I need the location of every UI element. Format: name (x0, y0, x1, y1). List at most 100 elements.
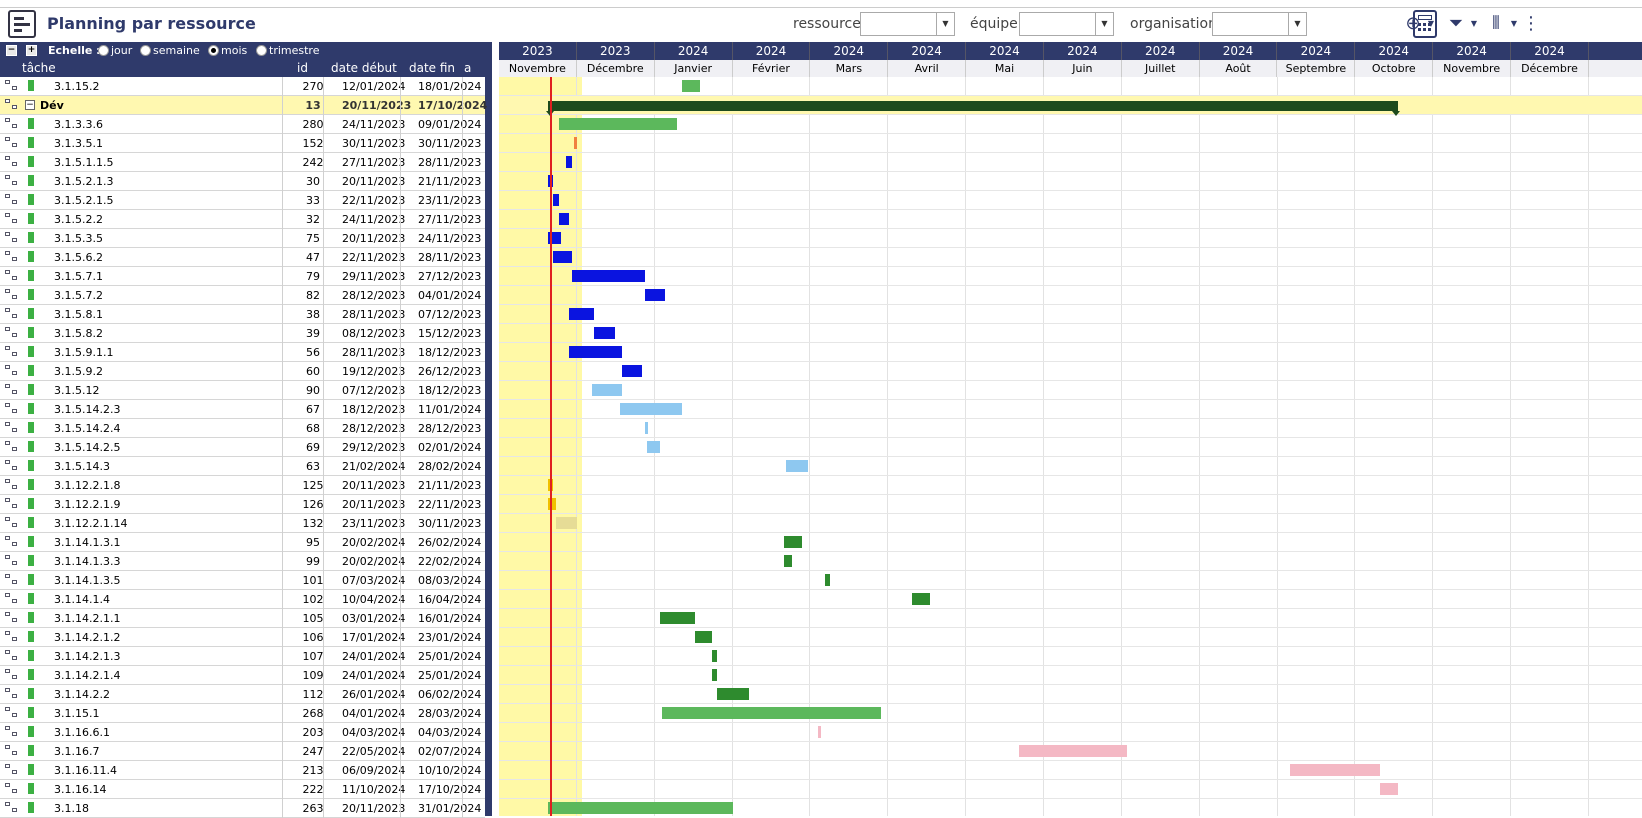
task-bar[interactable] (566, 156, 572, 168)
task-bar[interactable] (662, 707, 881, 719)
task-bar[interactable] (817, 726, 821, 738)
task-bar[interactable] (717, 688, 749, 700)
task-row[interactable]: 3.1.14.2.1.2 106 17/01/2024 23/01/2024 (0, 628, 485, 647)
task-bar[interactable] (825, 574, 831, 586)
equipe-select[interactable]: ▼ (1019, 12, 1114, 36)
task-bar[interactable] (591, 384, 623, 396)
task-bar[interactable] (644, 289, 665, 301)
col-header-id[interactable]: id (297, 61, 308, 75)
task-row[interactable]: 3.1.16.14 222 11/10/2024 17/10/2024 (0, 780, 485, 799)
ressource-select[interactable]: ▼ (860, 12, 955, 36)
task-bar[interactable] (553, 251, 572, 263)
task-row[interactable]: 3.1.14.1.3.5 101 07/03/2024 08/03/2024 (0, 571, 485, 590)
task-row[interactable]: 3.1.14.1.3.3 99 20/02/2024 22/02/2024 (0, 552, 485, 571)
task-bar[interactable] (571, 270, 645, 282)
task-row[interactable]: 3.1.16.7 247 22/05/2024 02/07/2024 (0, 742, 485, 761)
task-row[interactable]: 3.1.12.2.1.9 126 20/11/2023 22/11/2023 (0, 495, 485, 514)
task-bar[interactable] (1380, 783, 1399, 795)
chevron-down-icon[interactable]: ▼ (1288, 13, 1306, 35)
task-bar[interactable] (569, 346, 623, 358)
calculator-icon[interactable] (1413, 10, 1437, 38)
task-row[interactable]: 3.1.5.7.1 79 29/11/2023 27/12/2023 (0, 267, 485, 286)
task-row[interactable]: 3.1.5.14.2.5 69 29/12/2023 02/01/2024 (0, 438, 485, 457)
task-bar[interactable] (569, 308, 595, 320)
task-bar[interactable] (553, 194, 559, 206)
task-row[interactable]: 3.1.5.12 90 07/12/2023 18/12/2023 (0, 381, 485, 400)
task-bar[interactable] (644, 422, 648, 434)
task-row[interactable]: 3.1.5.9.2 60 19/12/2023 26/12/2023 (0, 362, 485, 381)
scale-radio-jour[interactable] (98, 45, 109, 56)
group-row[interactable]: − Dév 13 20/11/2023 17/10/2024 (0, 96, 487, 115)
more-vertical-icon[interactable]: ⋮ (1522, 13, 1540, 34)
task-row[interactable]: 3.1.5.14.2.3 67 18/12/2023 11/01/2024 (0, 400, 485, 419)
task-bar[interactable] (622, 365, 643, 377)
task-bar[interactable] (594, 327, 615, 339)
task-row[interactable]: 3.1.5.1.1.5 242 27/11/2023 28/11/2023 (0, 153, 485, 172)
scale-radio-trimestre[interactable] (256, 45, 267, 56)
task-bar[interactable] (783, 536, 803, 548)
task-row[interactable]: 3.1.16.6.1 203 04/03/2024 04/03/2024 (0, 723, 485, 742)
task-bar[interactable] (619, 403, 683, 415)
task-bar[interactable] (1290, 764, 1381, 776)
task-row[interactable]: 3.1.5.14.2.4 68 28/12/2023 28/12/2023 (0, 419, 485, 438)
task-row[interactable]: 3.1.12.2.1.8 125 20/11/2023 21/11/2023 (0, 476, 485, 495)
task-bar[interactable] (682, 80, 700, 92)
task-row[interactable]: 3.1.5.14.3 63 21/02/2024 28/02/2024 (0, 457, 485, 476)
task-row[interactable]: 3.1.5.2.2 32 24/11/2023 27/11/2023 (0, 210, 485, 229)
task-bar[interactable] (558, 118, 678, 130)
task-row[interactable]: 3.1.5.8.1 38 28/11/2023 07/12/2023 (0, 305, 485, 324)
add-circle-icon[interactable]: ⊕ ▼ (1405, 13, 1434, 34)
task-bar[interactable] (694, 631, 713, 643)
task-row[interactable]: 3.1.5.6.2 47 22/11/2023 28/11/2023 (0, 248, 485, 267)
filter-icon[interactable]: ⏷ ▼ (1448, 13, 1477, 34)
task-bar[interactable] (548, 802, 733, 814)
task-bar[interactable] (647, 441, 660, 453)
chevron-down-icon[interactable]: ▼ (936, 13, 954, 35)
task-name: 3.1.12.2.1.14 (54, 517, 128, 530)
scale-radio-semaine[interactable] (140, 45, 151, 56)
collapse-all-icon[interactable]: − (6, 45, 17, 56)
task-row[interactable]: 3.1.5.2.1.5 33 22/11/2023 23/11/2023 (0, 191, 485, 210)
columns-icon[interactable]: ⦀ ▼ (1492, 13, 1517, 34)
task-bar[interactable] (558, 213, 570, 225)
col-header-task[interactable]: tâche (22, 61, 56, 75)
task-bar[interactable] (574, 137, 578, 149)
task-bar[interactable] (712, 669, 718, 681)
task-row[interactable]: 3.1.5.2.1.3 30 20/11/2023 21/11/2023 (0, 172, 485, 191)
task-bar[interactable] (783, 555, 792, 567)
task-row[interactable]: 3.1.14.2.1.3 107 24/01/2024 25/01/2024 (0, 647, 485, 666)
task-row[interactable]: 3.1.16.11.4 213 06/09/2024 10/10/2024 (0, 761, 485, 780)
task-bar[interactable] (556, 517, 577, 529)
task-bar[interactable] (712, 650, 718, 662)
task-tree-icon (5, 460, 19, 472)
task-row[interactable]: 3.1.18 263 20/11/2023 31/01/2024 (0, 799, 485, 818)
task-row[interactable]: 3.1.14.2.2 112 26/01/2024 06/02/2024 (0, 685, 485, 704)
task-row[interactable]: 3.1.5.7.2 82 28/12/2023 04/01/2024 (0, 286, 485, 305)
task-row[interactable]: 3.1.3.3.6 280 24/11/2023 09/01/2024 (0, 115, 485, 134)
task-bar[interactable] (786, 460, 808, 472)
task-bar[interactable] (659, 612, 695, 624)
expand-all-icon[interactable]: + (26, 45, 37, 56)
chevron-down-icon[interactable]: ▼ (1095, 13, 1113, 35)
col-header-start[interactable]: date début (331, 61, 397, 75)
task-row[interactable]: 3.1.14.1.3.1 95 20/02/2024 26/02/2024 (0, 533, 485, 552)
col-header-extra[interactable]: a (464, 61, 472, 75)
task-row[interactable]: 3.1.15.2 270 12/01/2024 18/01/2024 (0, 77, 485, 96)
task-row[interactable]: 3.1.5.3.5 75 20/11/2023 24/11/2023 (0, 229, 485, 248)
task-row[interactable]: 3.1.14.1.4 102 10/04/2024 16/04/2024 (0, 590, 485, 609)
task-row[interactable]: 3.1.5.8.2 39 08/12/2023 15/12/2023 (0, 324, 485, 343)
col-header-end[interactable]: date fin (409, 61, 456, 75)
scale-radio-mois[interactable] (208, 45, 219, 56)
group-summary-bar[interactable] (546, 101, 1400, 116)
task-row[interactable]: 3.1.14.2.1.4 109 24/01/2024 25/01/2024 (0, 666, 485, 685)
task-bar[interactable] (911, 593, 930, 605)
task-row[interactable]: 3.1.14.2.1.1 105 03/01/2024 16/01/2024 (0, 609, 485, 628)
task-row[interactable]: 3.1.15.1 268 04/01/2024 28/03/2024 (0, 704, 485, 723)
task-bar[interactable] (1018, 745, 1127, 757)
task-bar[interactable] (548, 498, 557, 510)
task-row[interactable]: 3.1.3.5.1 152 30/11/2023 30/11/2023 (0, 134, 485, 153)
task-row[interactable]: 3.1.5.9.1.1 56 28/11/2023 18/12/2023 (0, 343, 485, 362)
task-row[interactable]: 3.1.12.2.1.14 132 23/11/2023 30/11/2023 (0, 514, 485, 533)
organisation-select[interactable]: ▼ (1212, 12, 1307, 36)
collapse-group-icon[interactable]: − (25, 100, 35, 110)
